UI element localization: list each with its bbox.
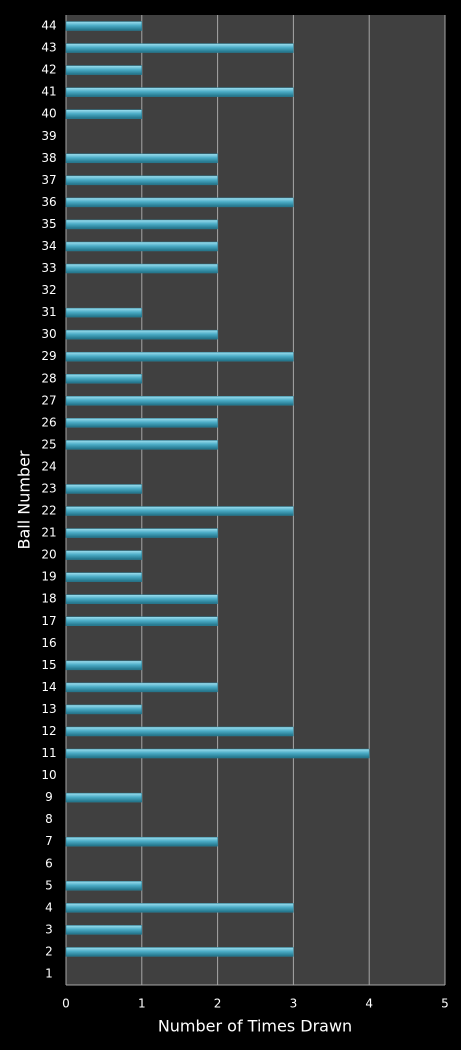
y-tick-label: 28	[41, 371, 56, 385]
bar	[65, 43, 294, 53]
bar	[65, 197, 294, 208]
bar	[65, 682, 218, 693]
x-tick-label: 3	[290, 997, 298, 1011]
bar	[65, 506, 294, 516]
bar	[65, 219, 218, 230]
x-tick-label: 1	[138, 997, 146, 1011]
y-tick-label: 6	[45, 856, 53, 870]
y-tick-label: 4	[45, 900, 53, 914]
bar	[65, 528, 218, 538]
x-tick-label: 2	[214, 997, 222, 1011]
y-tick-label: 34	[41, 239, 56, 253]
y-tick-label: 17	[41, 614, 56, 628]
bar	[65, 594, 218, 604]
y-tick-label: 25	[41, 437, 56, 451]
bar	[65, 572, 143, 582]
y-tick-label: 1	[45, 966, 53, 980]
y-tick-label: 40	[41, 107, 56, 121]
x-axis-title: Number of Times Drawn	[158, 1017, 352, 1036]
y-axis-title: Ball Number	[15, 450, 34, 549]
bar	[65, 836, 218, 847]
x-tick-label: 0	[62, 997, 70, 1011]
bar	[65, 616, 218, 626]
bar	[65, 881, 143, 891]
y-tick-label: 36	[41, 195, 56, 209]
y-tick-label: 42	[41, 63, 56, 77]
y-tick-label: 10	[41, 768, 56, 782]
bar	[65, 792, 143, 803]
y-tick-label: 37	[41, 173, 56, 187]
y-tick-label: 32	[41, 283, 56, 297]
bar	[65, 263, 218, 274]
bar	[65, 660, 143, 671]
y-tick-label: 13	[41, 702, 56, 716]
y-tick-label: 9	[45, 790, 53, 804]
bar	[65, 65, 143, 75]
bar	[65, 418, 218, 428]
y-tick-label: 23	[41, 481, 56, 495]
bar	[65, 903, 294, 913]
y-tick-label: 31	[41, 305, 56, 319]
bar	[65, 704, 143, 715]
y-tick-label: 5	[45, 878, 53, 892]
y-tick-label: 15	[41, 658, 56, 672]
y-tick-label: 43	[41, 41, 56, 55]
bar	[65, 726, 294, 737]
bar	[65, 87, 294, 97]
y-tick-label: 44	[41, 19, 56, 33]
bar	[65, 153, 218, 164]
y-tick-label: 7	[45, 834, 53, 848]
bar	[65, 329, 218, 340]
y-tick-label: 29	[41, 349, 56, 363]
y-tick-label: 8	[45, 812, 53, 826]
y-tick-label: 41	[41, 85, 56, 99]
y-tick-label: 35	[41, 217, 56, 231]
y-tick-label: 21	[41, 526, 56, 540]
y-tick-label: 12	[41, 724, 56, 738]
y-tick-label: 3	[45, 922, 53, 936]
x-tick-label: 5	[441, 997, 449, 1011]
bar	[65, 307, 143, 318]
bar	[65, 396, 294, 406]
y-tick-label: 18	[41, 592, 56, 606]
y-tick-label: 16	[41, 636, 56, 650]
bar	[65, 484, 143, 494]
bar	[65, 748, 370, 759]
bar	[65, 351, 294, 362]
bar	[65, 440, 218, 450]
y-tick-label: 19	[41, 570, 56, 584]
y-tick-label: 30	[41, 327, 56, 341]
y-tick-label: 20	[41, 548, 56, 562]
bar	[65, 175, 218, 186]
y-tick-label: 38	[41, 151, 56, 165]
y-tick-label: 26	[41, 415, 56, 429]
y-tick-label: 27	[41, 393, 56, 407]
bar	[65, 241, 218, 252]
bar	[65, 947, 294, 957]
y-tick-label: 24	[41, 459, 56, 473]
x-tick-label: 4	[365, 997, 373, 1011]
bar	[65, 550, 143, 560]
y-tick-label: 22	[41, 504, 56, 518]
bar	[65, 374, 143, 384]
bar	[65, 925, 143, 935]
bar	[65, 21, 143, 31]
y-tick-label: 14	[41, 680, 56, 694]
y-tick-label: 11	[41, 746, 56, 760]
y-tick-label: 2	[45, 944, 53, 958]
y-tick-label: 33	[41, 261, 56, 275]
y-tick-label: 39	[41, 129, 56, 143]
bar	[65, 109, 143, 119]
